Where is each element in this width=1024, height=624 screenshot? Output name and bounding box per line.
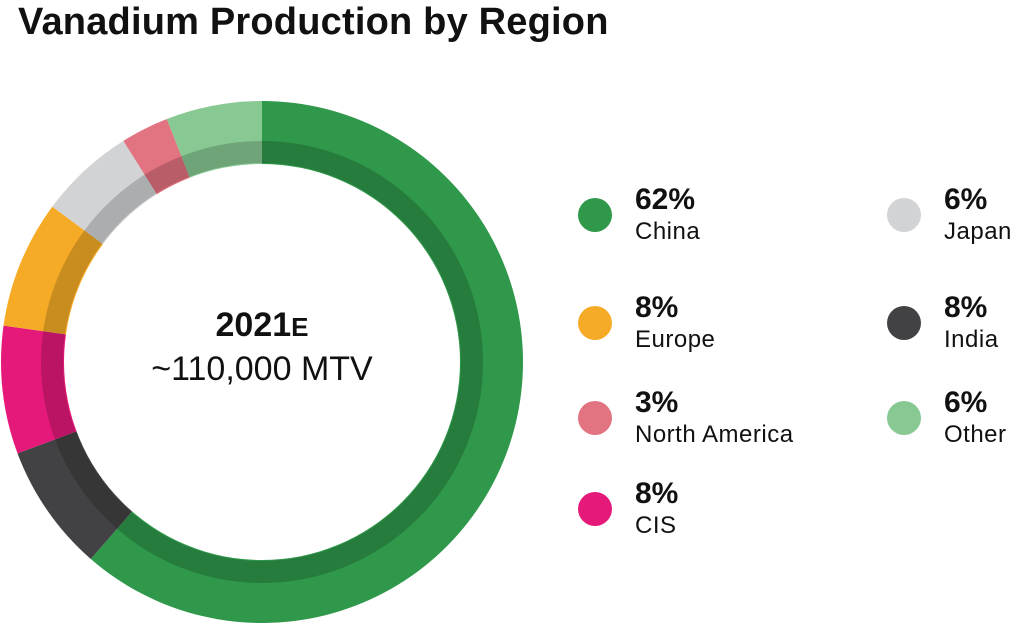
legend-dot-europe: [578, 306, 612, 340]
legend-pct: 62%: [635, 183, 696, 216]
legend-pct: 8%: [635, 291, 679, 324]
legend-pct: 3%: [635, 386, 679, 419]
legend-dot-china: [578, 198, 612, 232]
legend-dot-north-america: [578, 401, 612, 435]
legend-name: CIS: [635, 512, 677, 539]
donut-hole: [64, 164, 460, 560]
legend-name: Europe: [635, 326, 716, 353]
legend-pct: 8%: [635, 477, 679, 510]
legend-name: Japan: [944, 218, 1012, 245]
legend-dot-japan: [887, 198, 921, 232]
center-total: ~110,000 MTV: [151, 350, 373, 388]
donut-inner-shade: [41, 141, 483, 583]
legend-pct: 6%: [944, 183, 988, 216]
center-label: 2021E ~110,000 MTV: [112, 303, 412, 389]
legend-dot-cis: [578, 492, 612, 526]
legend-pct: 6%: [944, 386, 988, 419]
legend-dot-india: [887, 306, 921, 340]
legend-name: Other: [944, 421, 1007, 448]
center-year: 2021E: [215, 306, 309, 344]
legend-name: India: [944, 326, 999, 353]
legend-pct: 8%: [944, 291, 988, 324]
legend-dot-other: [887, 401, 921, 435]
legend-name: China: [635, 218, 701, 245]
legend-name: North America: [635, 421, 794, 448]
chart-title: Vanadium Production by Region: [18, 1, 609, 43]
